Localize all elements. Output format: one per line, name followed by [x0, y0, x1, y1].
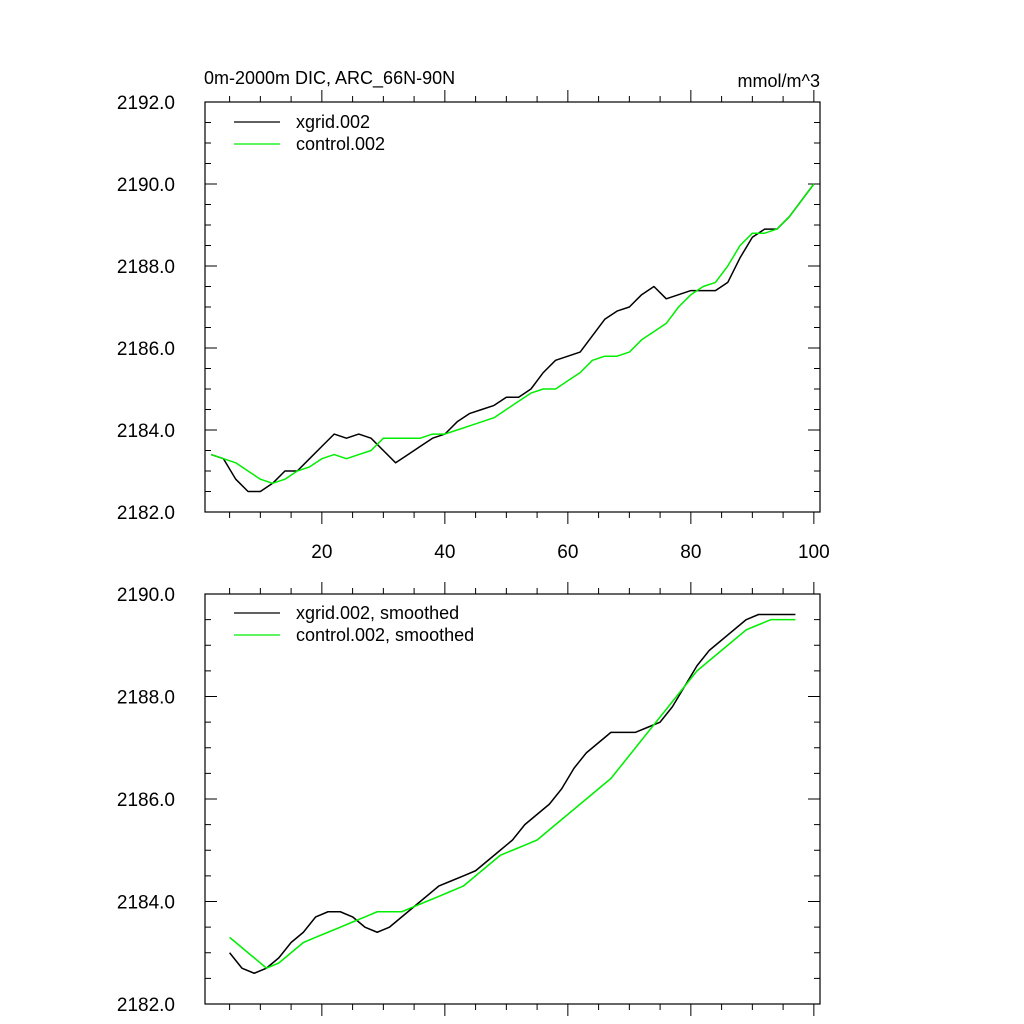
smoothed-series-control-line — [229, 618, 796, 969]
panel-smoothed-series — [229, 613, 796, 974]
y-tick-label: 2182.0 — [117, 995, 175, 1016]
raw-series-control-line — [210, 183, 815, 485]
y-tick-label: 2188.0 — [117, 688, 175, 709]
y-tick-label: 2192.0 — [117, 93, 175, 114]
panel-smoothed-legend: xgrid.002, smoothed control.002, smoothe… — [234, 603, 474, 645]
legend-label-control: control.002 — [296, 134, 385, 154]
panel-raw: 2182.0 2184.0 2186.0 2188.0 2190.0 2192.0 20 40… — [117, 90, 830, 563]
y-tick-label: 2188.0 — [117, 257, 175, 278]
raw-series-xgrid-line — [210, 183, 815, 493]
y-tick-label: 2184.0 — [117, 421, 175, 442]
legend-label-xgrid-smoothed: xgrid.002, smoothed — [296, 603, 459, 623]
y-tick-label: 2186.0 — [117, 790, 175, 811]
y-tick-label: 2190.0 — [117, 175, 175, 196]
legend-label-control-smoothed: control.002, smoothed — [296, 625, 474, 645]
x-tick-label: 20 — [311, 542, 332, 563]
legend-label-xgrid: xgrid.002 — [296, 112, 370, 132]
y-tick-label: 2184.0 — [117, 893, 175, 914]
panel-smoothed-ticks: 2182.0 2184.0 2186.0 2188.0 2190.0 — [117, 582, 820, 1016]
x-tick-label: 100 — [798, 542, 830, 563]
units-label: mmol/m^3 — [738, 71, 820, 91]
panel-raw-frame — [204, 101, 821, 513]
panel-smoothed: 2182.0 2184.0 2186.0 2188.0 2190.0 xgrid.002… — [117, 582, 821, 1016]
y-tick-label: 2186.0 — [117, 339, 175, 360]
smoothed-series-xgrid-line — [229, 613, 796, 974]
panel-raw-ticks: 2182.0 2184.0 2186.0 2188.0 2190.0 2192.0 20 40… — [117, 90, 830, 563]
y-tick-label: 2182.0 — [117, 503, 175, 524]
x-tick-label: 40 — [434, 542, 455, 563]
x-tick-label: 60 — [557, 542, 578, 563]
y-tick-label: 2190.0 — [117, 585, 175, 606]
x-tick-label: 80 — [680, 542, 701, 563]
panel-raw-legend: xgrid.002 control.002 — [234, 112, 385, 154]
panel-smoothed-frame — [204, 593, 821, 1005]
panel-raw-series — [210, 183, 815, 493]
chart-title: 0m-2000m DIC, ARC_66N-90N — [204, 68, 455, 89]
